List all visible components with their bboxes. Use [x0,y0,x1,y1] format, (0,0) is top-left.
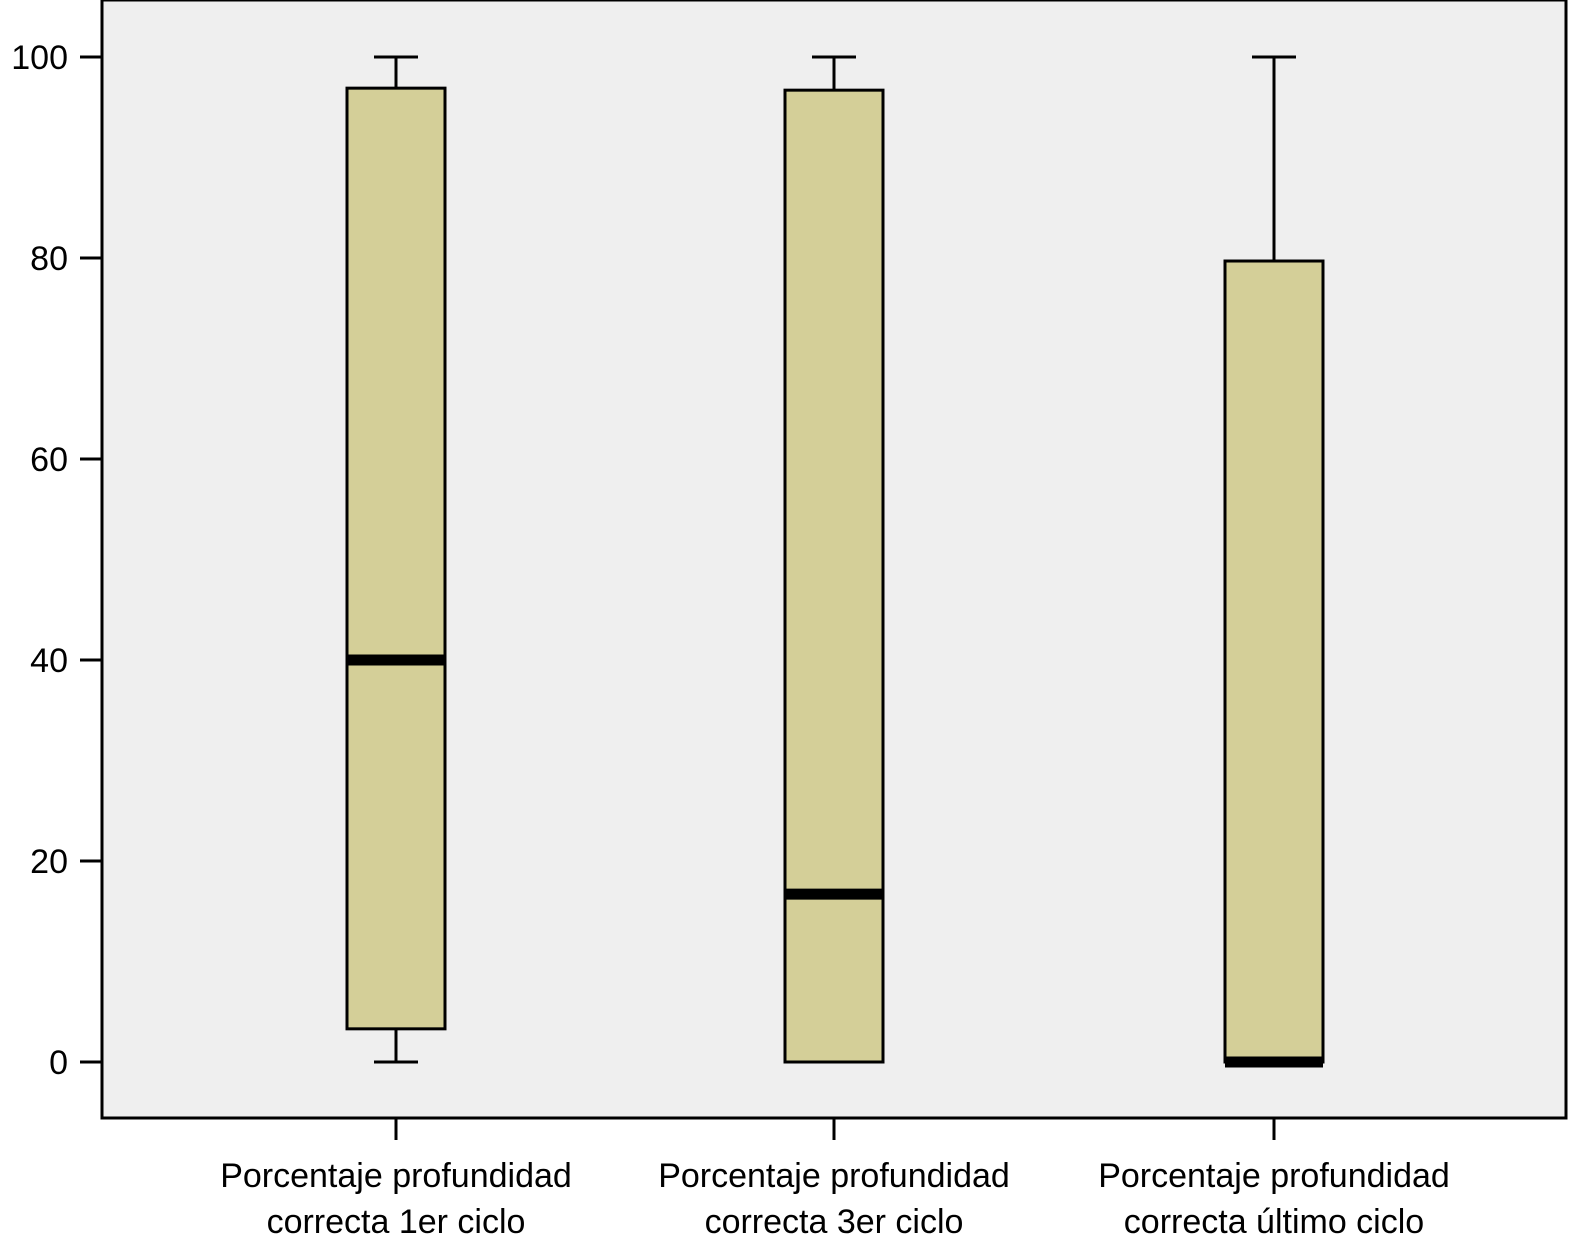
box-iqr [1223,259,1325,1064]
x-category-label-3: Porcentaje profundidad correcta último ci… [1098,1157,1450,1241]
box-1 [345,55,447,1064]
x-category-label-line: correcta último ciclo [1124,1203,1424,1241]
box-2 [783,55,885,1064]
y-tick-label-60: 60 [30,441,68,479]
x-category-label-2: Porcentaje profundidad correcta 3er ciclo [658,1157,1010,1241]
boxes-group [345,55,1325,1068]
x-category-label-line: correcta 3er ciclo [705,1203,964,1241]
x-category-label-line: Porcentaje profundidad [220,1157,572,1195]
box-iqr [345,86,447,1031]
y-tick-label-40: 40 [30,642,68,680]
y-tick-label-0: 0 [49,1044,68,1082]
x-category-label-line: Porcentaje profundidad [1098,1157,1450,1195]
x-category-label-line: Porcentaje profundidad [658,1157,1010,1195]
box-iqr [783,88,885,1064]
y-tick-label-100: 100 [11,39,68,77]
box-3 [1223,55,1325,1068]
y-tick-label-80: 80 [30,240,68,278]
x-category-label-1: Porcentaje profundidad correcta 1er ciclo [220,1157,572,1241]
x-axis: Porcentaje profundidad correcta 1er ciclo… [220,1118,1450,1241]
y-axis: 0 20 40 60 80 100 [11,39,102,1082]
y-tick-label-20: 20 [30,843,68,881]
x-category-label-line: correcta 1er ciclo [267,1203,526,1241]
